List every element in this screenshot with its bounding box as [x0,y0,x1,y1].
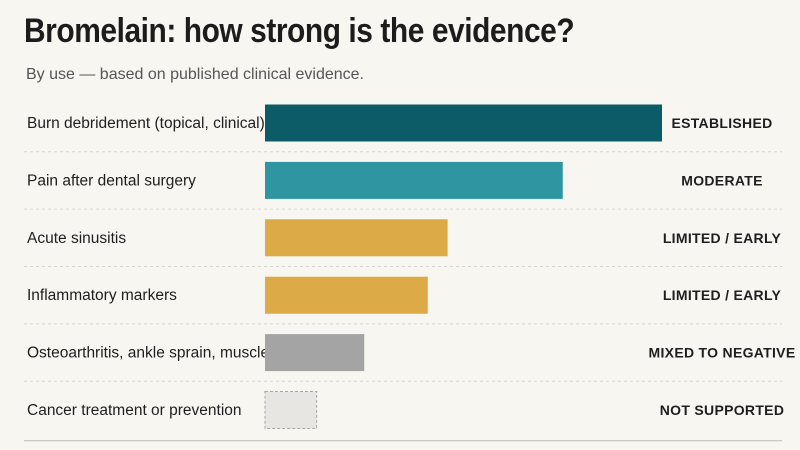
evidence-bar [265,104,662,142]
evidence-level-label: MIXED TO NEGATIVE [649,345,796,361]
evidence-level-label: LIMITED / EARLY [663,287,782,303]
evidence-bar [265,161,563,199]
evidence-bar [265,334,365,372]
evidence-level-label: ESTABLISHED [671,115,772,131]
category-label: Burn debridement (topical, clinical) [27,115,265,132]
chart-title: Bromelain: how strong is the evidence? [24,12,575,50]
evidence-level-label: NOT SUPPORTED [660,402,784,418]
evidence-level-label: MODERATE [681,172,762,188]
category-label: Inflammatory markers [27,287,177,304]
category-label: Acute sinusitis [27,230,126,247]
category-label: Pain after dental surgery [27,172,196,189]
evidence-bar [264,391,318,429]
evidence-level-label: LIMITED / EARLY [663,230,782,246]
evidence-bar [265,219,448,257]
category-label: Osteoarthritis, ankle sprain, muscle sor… [27,345,337,362]
evidence-bar [265,276,428,314]
chart-subtitle: By use — based on published clinical evi… [26,66,364,83]
category-label: Cancer treatment or prevention [27,402,242,419]
